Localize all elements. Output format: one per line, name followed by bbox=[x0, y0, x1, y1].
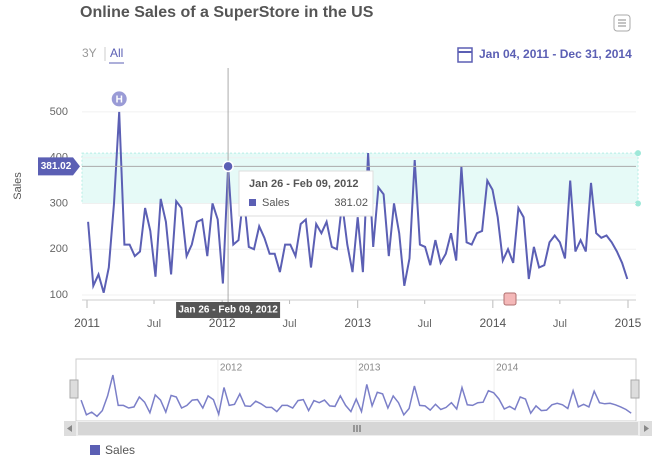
tooltip-series: Sales bbox=[262, 197, 290, 209]
y-tick-label: 100 bbox=[50, 289, 68, 301]
navigator-handle[interactable] bbox=[69, 379, 79, 399]
x-tick-label: Jul bbox=[147, 318, 161, 330]
tooltip-swatch bbox=[249, 199, 256, 206]
crosshair-x-label-text: Jan 26 - Feb 09, 2012 bbox=[178, 305, 278, 316]
tooltip-value: 381.02 bbox=[334, 197, 368, 209]
menu-button[interactable] bbox=[613, 14, 631, 32]
x-tick-label: Jul bbox=[553, 318, 567, 330]
tooltip-title: Jan 26 - Feb 09, 2012 bbox=[249, 178, 358, 190]
calendar-icon[interactable] bbox=[457, 47, 473, 63]
navigator-year-label: 2013 bbox=[358, 363, 381, 374]
range-button[interactable]: All bbox=[110, 46, 123, 60]
chart-title: Online Sales of a SuperStore in the US bbox=[80, 4, 374, 21]
y-tick-label: 300 bbox=[50, 197, 68, 209]
value-marker bbox=[38, 157, 80, 176]
navigator-handle[interactable] bbox=[630, 379, 640, 399]
legend-label[interactable]: Sales bbox=[105, 443, 135, 457]
value-marker-label: 381.02 bbox=[41, 161, 72, 172]
band-handle bbox=[635, 150, 641, 157]
range-button[interactable]: 3Y bbox=[82, 46, 97, 60]
y-tick-label: 500 bbox=[50, 106, 68, 118]
navigator-year-label: 2014 bbox=[496, 363, 519, 374]
tooltip bbox=[238, 170, 374, 217]
scrollbar[interactable] bbox=[64, 421, 652, 436]
date-range[interactable]: Jan 04, 2011 - Dec 31, 2014 bbox=[479, 47, 632, 61]
y-tick-label: 200 bbox=[50, 243, 68, 255]
x-tick-label: 2015 bbox=[615, 316, 642, 330]
navigator-year-label: 2012 bbox=[220, 363, 243, 374]
x-tick-label: 2013 bbox=[344, 316, 371, 330]
band-handle bbox=[635, 200, 641, 207]
x-tick-label: 2011 bbox=[74, 316, 100, 330]
annotation-marker bbox=[110, 90, 128, 108]
x-tick-label: 2014 bbox=[479, 316, 506, 330]
navigator-line bbox=[80, 374, 632, 418]
x-tick-label: Jul bbox=[418, 318, 432, 330]
x-tick-label: Jul bbox=[283, 318, 297, 330]
annotation-label: H bbox=[116, 95, 123, 106]
event-marker bbox=[503, 292, 517, 306]
active-point bbox=[222, 160, 234, 173]
legend-swatch bbox=[90, 445, 100, 455]
sales-line bbox=[87, 111, 629, 293]
x-tick-label: 2012 bbox=[209, 316, 236, 330]
crosshair-x-label bbox=[176, 302, 281, 318]
y-axis-title: Sales bbox=[12, 172, 24, 200]
